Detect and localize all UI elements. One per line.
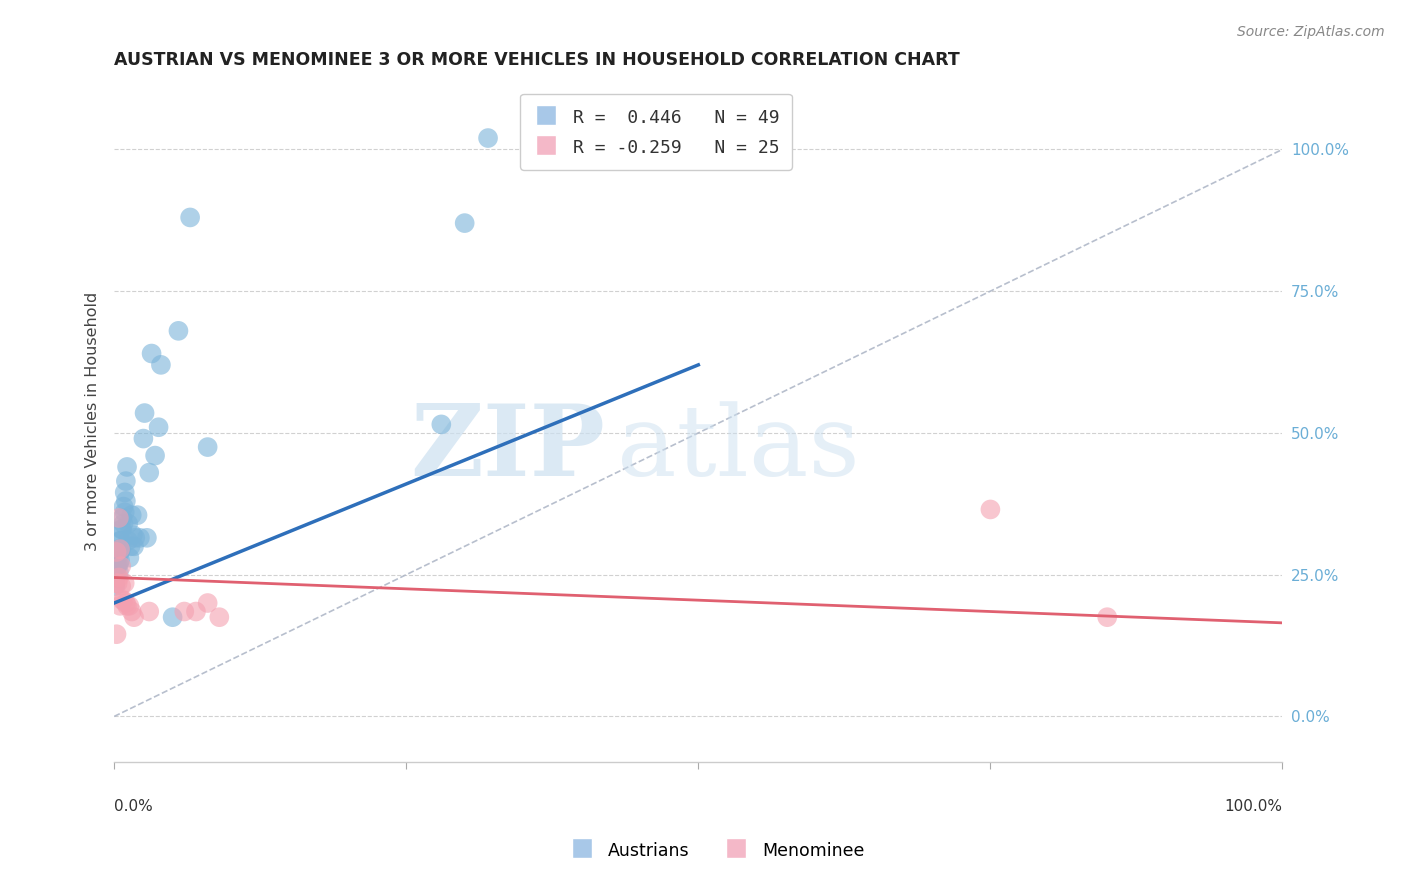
Point [110,559,132,574]
Point [107,559,129,574]
Point [114,576,136,591]
Point [117,516,139,531]
Point [117,533,139,548]
Point [1097,610,1119,624]
Point [197,596,219,610]
Legend: Austrians, Menominee: Austrians, Menominee [562,833,872,867]
Point [108,553,131,567]
Point [108,545,131,559]
Point [107,550,129,565]
Point [979,502,1001,516]
Point [132,432,155,446]
Point [115,599,138,613]
Point [108,542,131,557]
Point [124,531,146,545]
Point [105,567,128,582]
Point [148,420,170,434]
Point [115,596,138,610]
Point [453,216,475,230]
Point [108,557,131,571]
Point [179,211,201,225]
Point [112,500,135,514]
Point [105,545,128,559]
Text: ZIP: ZIP [411,401,605,497]
Text: Source: ZipAtlas.com: Source: ZipAtlas.com [1237,25,1385,39]
Point [122,528,145,542]
Point [105,627,128,641]
Text: 0.0%: 0.0% [114,799,153,814]
Point [108,542,131,557]
Text: atlas: atlas [617,401,859,497]
Point [104,579,127,593]
Point [110,522,132,536]
Point [135,531,157,545]
Point [141,346,163,360]
Point [134,406,156,420]
Point [167,324,190,338]
Point [104,570,127,584]
Point [114,505,136,519]
Point [115,474,138,488]
Point [477,131,499,145]
Text: AUSTRIAN VS MENOMINEE 3 OR MORE VEHICLES IN HOUSEHOLD CORRELATION CHART: AUSTRIAN VS MENOMINEE 3 OR MORE VEHICLES… [114,51,960,69]
Point [112,516,135,531]
Point [430,417,453,432]
Point [115,494,138,508]
Point [149,358,172,372]
Point [115,459,138,474]
Point [162,610,184,624]
Point [108,565,131,579]
Point [122,539,145,553]
Point [122,610,145,624]
Point [107,576,129,591]
Point [111,511,134,525]
Point [110,542,132,557]
Text: 100.0%: 100.0% [1225,799,1282,814]
Point [110,533,132,548]
Point [143,449,166,463]
Point [208,610,231,624]
Point [105,559,128,574]
Point [138,605,160,619]
Point [120,539,142,553]
Point [108,599,131,613]
Point [114,485,136,500]
Point [111,522,134,536]
Point [121,508,143,522]
Point [108,570,131,584]
Point [111,593,134,607]
Point [118,550,141,565]
Point [128,531,150,545]
Point [118,599,141,613]
Point [112,593,135,607]
Point [121,605,143,619]
Point [173,605,195,619]
Point [127,508,149,522]
Y-axis label: 3 or more Vehicles in Household: 3 or more Vehicles in Household [86,292,100,551]
Point [104,576,127,591]
Point [108,511,131,525]
Legend: R =  0.446   N = 49, R = -0.259   N = 25: R = 0.446 N = 49, R = -0.259 N = 25 [520,94,792,169]
Point [184,605,207,619]
Point [110,579,132,593]
Point [197,440,219,454]
Point [108,533,131,548]
Point [138,466,160,480]
